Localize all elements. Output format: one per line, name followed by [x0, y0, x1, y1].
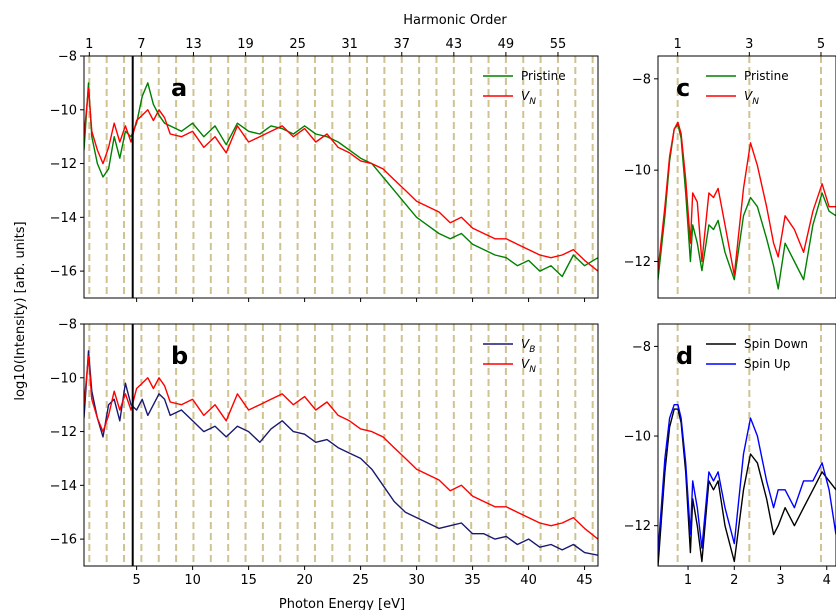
- panel-c: −12 −10 −8 1 3 5 c Pristine VN: [624, 37, 836, 299]
- panel-letter-a: a: [171, 74, 187, 102]
- x-tick-label: 3: [776, 573, 784, 588]
- x-tick-label: 35: [464, 573, 481, 588]
- top-tick-label: 13: [185, 37, 202, 52]
- top-tick-label: 55: [550, 37, 567, 52]
- series-line-spin-up: [658, 404, 836, 553]
- y-tick-label: −12: [624, 255, 651, 270]
- y-tick-label: −8: [58, 318, 77, 333]
- harmonic-lines: [676, 324, 822, 566]
- axes-frame: [83, 55, 599, 299]
- legend-label: Pristine: [521, 69, 566, 83]
- axes-frame: [657, 55, 836, 299]
- top-tick-label: 1: [85, 37, 93, 52]
- x-tick-label: 25: [352, 573, 369, 588]
- axes-frame: [83, 323, 599, 567]
- x-axis-label: Photon Energy [eV]: [279, 597, 405, 610]
- y-tick-label: −14: [50, 479, 77, 494]
- panel-letter-d: d: [676, 342, 693, 370]
- y-tick-label: −16: [50, 533, 77, 548]
- series-line-v-n: [84, 355, 598, 540]
- legend-label: Spin Up: [744, 357, 790, 371]
- y-tick-label: −10: [50, 103, 77, 118]
- top-tick-label: 25: [289, 37, 306, 52]
- x-tick-label: 45: [576, 573, 593, 588]
- series-line-spin-down: [658, 408, 836, 566]
- x-tick-label: 20: [296, 573, 313, 588]
- x-tick-label: 5: [132, 573, 140, 588]
- series-group: [84, 350, 598, 556]
- x-tick-label: 40: [520, 573, 537, 588]
- harmonic-lines: [88, 324, 594, 566]
- top-tick-label: 49: [498, 37, 515, 52]
- series-group: [658, 121, 836, 290]
- y-axis-label: log10(Intensity) [arb. units]: [13, 221, 28, 400]
- top-tick-label: 19: [237, 37, 254, 52]
- x-tick-label: 30: [408, 573, 425, 588]
- y-tick-label: −10: [624, 164, 651, 179]
- y-tick-label: −8: [632, 340, 651, 355]
- series-line-v-b: [84, 350, 598, 556]
- legend-label: Pristine: [744, 69, 789, 83]
- top-axis-label: Harmonic Order: [403, 13, 507, 28]
- axes-frame: [657, 323, 836, 567]
- y-tick-label: −12: [50, 425, 77, 440]
- legend-label: VB: [521, 337, 535, 355]
- top-tick-label: 43: [446, 37, 463, 52]
- y-tick-label: −8: [632, 72, 651, 87]
- top-tick-label: 5: [817, 37, 825, 52]
- y-tick-label: −12: [624, 519, 651, 534]
- legend-label: VN: [521, 357, 536, 375]
- legend-label: Spin Down: [744, 337, 808, 351]
- x-tick-label: 1: [684, 573, 692, 588]
- legend-label: VN: [521, 89, 536, 107]
- harmonic-lines: [676, 56, 822, 298]
- panels: −16−14−12−10−81 7 13 19 25 31 37 43 49 55a Pristin…: [50, 37, 836, 588]
- y-tick-label: −14: [50, 211, 77, 226]
- y-tick-label: −12: [50, 157, 77, 172]
- y-tick-label: −10: [50, 371, 77, 386]
- x-tick-label: 2: [730, 573, 738, 588]
- panel-d: −12 −10 −8 1 2 3 4 d Spin Down Spin Up: [624, 323, 836, 588]
- series-group: [84, 82, 598, 278]
- harmonic-lines: [88, 56, 594, 298]
- panel-letter-c: c: [676, 74, 690, 102]
- legend-label: VN: [744, 89, 759, 107]
- x-tick-label: 15: [240, 573, 257, 588]
- top-tick-label: 31: [341, 37, 358, 52]
- top-tick-label: 3: [745, 37, 753, 52]
- panel-letter-b: b: [171, 342, 188, 370]
- x-tick-label: 4: [823, 573, 831, 588]
- series-line-pristine: [84, 82, 598, 278]
- top-tick-label: 1: [674, 37, 682, 52]
- y-tick-label: −10: [624, 430, 651, 445]
- series-line-v-n: [658, 121, 836, 276]
- top-tick-label: 37: [393, 37, 410, 52]
- x-tick-label: 10: [184, 573, 201, 588]
- series-line-pristine: [658, 123, 836, 290]
- top-tick-label: 7: [137, 37, 145, 52]
- series-line-v-n: [84, 87, 598, 272]
- y-tick-label: −16: [50, 265, 77, 280]
- panel-b: −16 −14 −12 −10 −8 5 10 15 20 25 30 35 40 45 b VB VN: [50, 318, 599, 588]
- panel-a: −16 −14 −12 −10 −8 1 7 13 19 25 31 37 43 49 55 a Pristin…: [50, 37, 599, 302]
- series-group: [658, 404, 836, 566]
- y-tick-label: −8: [58, 50, 77, 65]
